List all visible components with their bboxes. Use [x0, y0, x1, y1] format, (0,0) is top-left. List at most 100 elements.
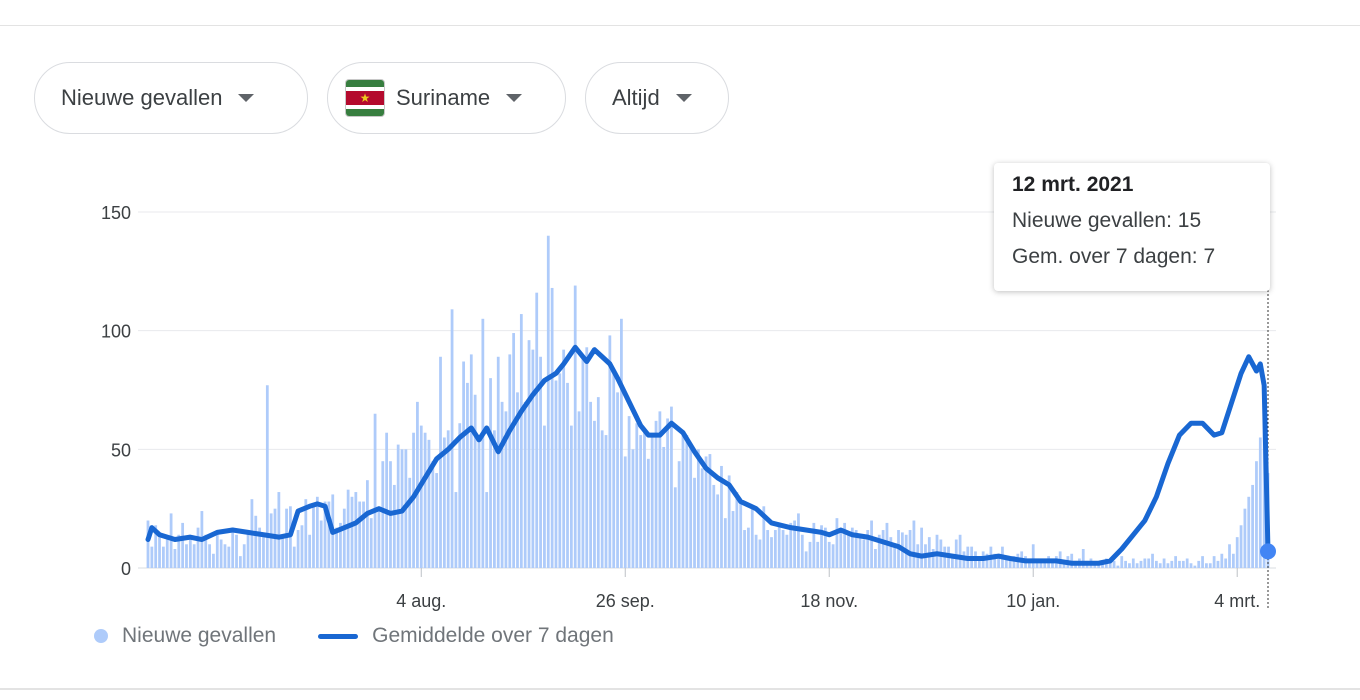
bar [812, 522, 816, 568]
bar [485, 492, 489, 568]
bar [1205, 563, 1208, 568]
bar [623, 456, 627, 568]
bar [773, 530, 777, 568]
x-tick-label: 10 jan. [1006, 591, 1060, 611]
bar [839, 532, 843, 568]
bar [1178, 560, 1181, 568]
bar [1239, 525, 1243, 568]
bar [770, 537, 773, 568]
bar [158, 537, 161, 568]
bar [531, 349, 535, 568]
bar [165, 539, 169, 568]
legend-line-label: Gemiddelde over 7 dagen [372, 624, 614, 647]
y-tick-label: 0 [121, 559, 131, 579]
bar [1008, 558, 1012, 568]
bar [870, 520, 873, 568]
bar [350, 496, 354, 568]
bar [546, 235, 550, 569]
bar [1212, 556, 1216, 568]
bar [693, 477, 696, 568]
bar [223, 544, 227, 568]
bar [369, 518, 373, 568]
bar [997, 556, 1000, 568]
bar [831, 544, 835, 568]
bar [804, 551, 808, 568]
bar [635, 423, 639, 568]
bar [238, 556, 242, 568]
bar [1112, 560, 1116, 568]
bar [750, 506, 754, 568]
bar [562, 349, 566, 568]
bar [627, 416, 631, 568]
bar [362, 501, 365, 568]
chevron-down-icon [675, 94, 692, 102]
bar [1174, 556, 1178, 568]
bar [1155, 560, 1158, 568]
chart-tooltip: 12 mrt. 2021 Nieuwe gevallen: 15 Gem. ov… [994, 163, 1270, 291]
bar [1131, 558, 1135, 568]
bar [427, 439, 431, 568]
bar [850, 527, 854, 568]
legend-bars-label: Nieuwe gevallen [122, 624, 277, 647]
bar [854, 530, 858, 568]
bar [1012, 556, 1016, 568]
bar [985, 553, 989, 568]
country-dropdown[interactable]: ★ Suriname [327, 62, 566, 134]
bar [1231, 553, 1235, 568]
bar [177, 534, 181, 568]
bar [1004, 556, 1008, 568]
bar [631, 449, 635, 568]
bar [296, 530, 300, 568]
bar [473, 394, 477, 568]
bar [1151, 553, 1154, 568]
bar [712, 484, 716, 568]
bar [173, 549, 177, 568]
bar [181, 522, 185, 568]
bar [204, 534, 208, 568]
bar [735, 492, 739, 568]
bar [658, 411, 662, 568]
bar [704, 456, 708, 568]
bar [1251, 484, 1254, 568]
bar [431, 461, 435, 568]
bar [358, 501, 362, 568]
metric-dropdown[interactable]: Nieuwe gevallen [34, 62, 308, 134]
bar [192, 544, 196, 568]
bar [554, 380, 558, 568]
bar [1139, 560, 1143, 568]
bar [1101, 563, 1104, 568]
bar [416, 401, 419, 568]
bar [847, 532, 850, 568]
bar [1166, 563, 1170, 568]
bar [731, 511, 735, 568]
bar [154, 525, 158, 568]
range-dropdown[interactable]: Altijd [585, 62, 729, 134]
bar [1162, 558, 1166, 568]
bar [335, 527, 338, 568]
bar [1243, 508, 1247, 568]
bar [308, 534, 312, 568]
bar [258, 527, 261, 568]
bar [1262, 420, 1266, 568]
bar [246, 532, 250, 568]
tooltip-date: 12 mrt. 2021 [1012, 173, 1134, 196]
bar [993, 553, 997, 568]
bar [958, 534, 962, 568]
bar [662, 446, 666, 568]
bar [797, 513, 800, 568]
bar [785, 534, 789, 568]
bar [743, 530, 746, 568]
bar [1201, 556, 1204, 568]
bar [231, 527, 235, 568]
bar [516, 392, 519, 568]
bar [285, 508, 288, 568]
bar [777, 522, 781, 568]
bottom-divider [0, 688, 1360, 690]
bar [1258, 437, 1262, 568]
bar [1224, 558, 1228, 568]
bar [469, 354, 473, 568]
bar [277, 492, 281, 568]
y-tick-label: 50 [111, 440, 131, 460]
bar [1081, 549, 1085, 568]
